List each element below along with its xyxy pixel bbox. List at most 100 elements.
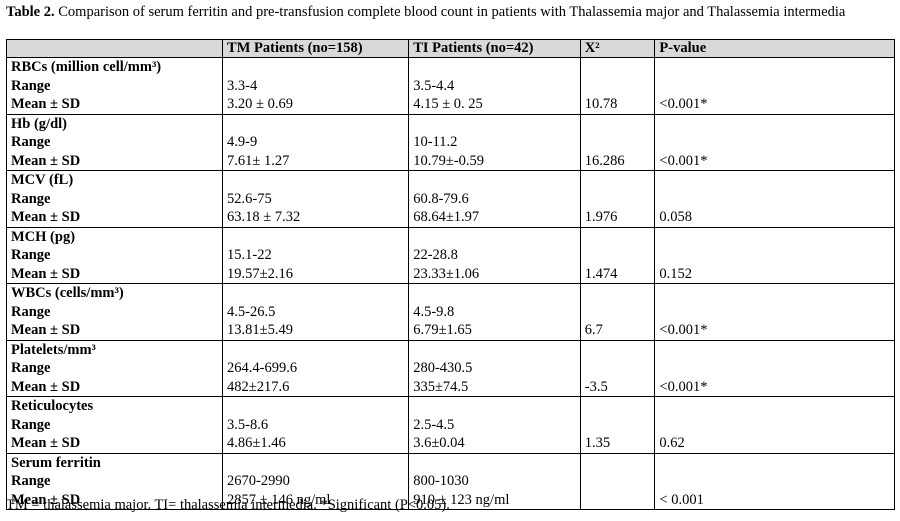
blank-line [585, 77, 651, 96]
p-cell: 0.62 [654, 396, 895, 454]
ti-mean: 3.6±0.04 [413, 435, 465, 451]
parameter-name: Serum ferritin [11, 454, 101, 471]
blank-line [585, 190, 651, 209]
parameter-cell: Serum ferritin Range Mean ± SD [5, 452, 224, 510]
table-row: Platelets/mm³ Range Mean ± SD 264.4-699.6 48… [5, 339, 895, 397]
ti-mean: 4.15 ± 0. 25 [413, 96, 483, 112]
tm-mean: 482±217.6 [227, 378, 290, 395]
ti-mean: 23.33±1.06 [413, 265, 480, 282]
x2-value: 1.976 [584, 209, 618, 225]
mean-label: Mean ± SD [11, 265, 81, 282]
blank-line [413, 284, 576, 303]
blank-line [413, 115, 576, 134]
data-table: TM Patients (no=158) TI Patients (no=42)… [5, 39, 895, 510]
blank-line [227, 397, 404, 416]
ti-cell: 800-1030 910 ± 123 ng/ml [408, 452, 581, 510]
p-cell: < 0.001 [654, 452, 895, 510]
blank-line [585, 246, 651, 265]
p-value: 0.058 [659, 209, 693, 225]
blank-line [659, 454, 890, 473]
blank-line [659, 58, 890, 77]
blank-line [227, 284, 404, 303]
mean-label: Mean ± SD [11, 378, 81, 395]
ti-mean: 335±74.5 [413, 378, 469, 395]
tm-range: 3.3-4 [227, 77, 258, 94]
table-caption: Table 2. Comparison of serum ferritin an… [6, 4, 894, 21]
ti-cell: 3.5-4.4 4.15 ± 0. 25 [408, 57, 581, 115]
blank-line [585, 284, 651, 303]
blank-line [659, 133, 890, 152]
blank-line [585, 416, 651, 435]
tm-mean: 4.86±1.46 [227, 435, 286, 451]
tm-mean: 2857 ± 146 ng/ml [227, 491, 331, 508]
mean-label: Mean ± SD [11, 209, 81, 225]
parameter-name: Reticulocytes [11, 398, 94, 414]
table-row: Serum ferritin Range Mean ± SD 2670-2990 285… [5, 452, 895, 510]
x2-cell: 1.976 [579, 170, 656, 228]
p-cell: 0.152 [654, 226, 895, 284]
tm-range: 4.9-9 [227, 134, 258, 150]
x2-value: 16.286 [584, 152, 625, 169]
blank-line [413, 58, 576, 77]
mean-label: Mean ± SD [11, 435, 81, 451]
p-cell: <0.001* [654, 113, 895, 171]
mean-label: Mean ± SD [11, 491, 81, 508]
blank-line [585, 133, 651, 152]
blank-line [659, 246, 890, 265]
blank-line [659, 77, 890, 96]
ti-cell: 4.5-9.8 6.79±1.65 [408, 283, 581, 341]
x2-value: -3.5 [584, 378, 608, 395]
range-label: Range [11, 473, 51, 489]
tm-cell: 3.5-8.6 4.86±1.46 [222, 396, 410, 454]
blank-line [413, 341, 576, 360]
table-row: Hb (g/dl) Range Mean ± SD 4.9-9 7.61± 1.27 10… [5, 113, 895, 171]
tm-cell: 4.5-26.5 13.81±5.49 [222, 283, 410, 341]
blank-line [227, 341, 404, 360]
tm-range: 15.1-22 [227, 247, 272, 263]
table-body: RBCs (million cell/mm³) Range Mean ± SD 3.3… [5, 57, 895, 510]
blank-line [413, 454, 576, 473]
ti-mean: 68.64±1.97 [413, 209, 480, 225]
x2-value: 1.474 [584, 265, 618, 282]
range-label: Range [11, 303, 51, 320]
range-label: Range [11, 360, 51, 376]
x2-cell: -3.5 [579, 339, 656, 397]
tm-mean: 7.61± 1.27 [227, 152, 290, 169]
blank-line [585, 472, 651, 491]
tm-cell: 52.6-75 63.18 ± 7.32 [222, 170, 410, 228]
ti-cell: 22-28.8 23.33±1.06 [408, 226, 581, 284]
header-cell-p: P-value [654, 39, 895, 58]
ti-cell: 2.5-4.5 3.6±0.04 [408, 396, 581, 454]
x2-cell: 16.286 [579, 113, 656, 171]
blank-line [659, 171, 890, 190]
ti-range: 3.5-4.4 [413, 77, 455, 94]
p-value: < 0.001 [659, 491, 704, 508]
blank-line [659, 228, 890, 247]
x2-value [585, 491, 651, 510]
p-cell: <0.001* [654, 339, 895, 397]
ti-mean: 10.79±-0.59 [413, 152, 485, 169]
parameter-cell: WBCs (cells/mm³) Range Mean ± SD [5, 283, 224, 341]
blank-line [227, 58, 404, 77]
blank-line [585, 171, 651, 190]
x2-cell: 10.78 [579, 57, 656, 115]
tm-mean: 13.81±5.49 [227, 322, 294, 338]
tm-mean: 63.18 ± 7.32 [227, 209, 301, 225]
blank-line [659, 472, 890, 491]
blank-line [585, 58, 651, 77]
p-value: 0.62 [659, 435, 685, 451]
blank-line [659, 303, 890, 322]
tm-cell: 3.3-4 3.20 ± 0.69 [222, 57, 410, 115]
header-cell-tm: TM Patients (no=158) [222, 39, 410, 58]
blank-line [585, 303, 651, 322]
blank-line [585, 228, 651, 247]
ti-range: 280-430.5 [413, 360, 473, 376]
parameter-cell: RBCs (million cell/mm³) Range Mean ± SD [5, 57, 224, 115]
range-label: Range [11, 77, 51, 94]
x2-cell: 6.7 [579, 283, 656, 341]
table-footnote: TM = thalassemia major. TI= thalassemia … [6, 497, 450, 513]
x2-value: 10.78 [584, 96, 618, 112]
blank-line [585, 115, 651, 134]
parameter-cell: Hb (g/dl) Range Mean ± SD [5, 113, 224, 171]
